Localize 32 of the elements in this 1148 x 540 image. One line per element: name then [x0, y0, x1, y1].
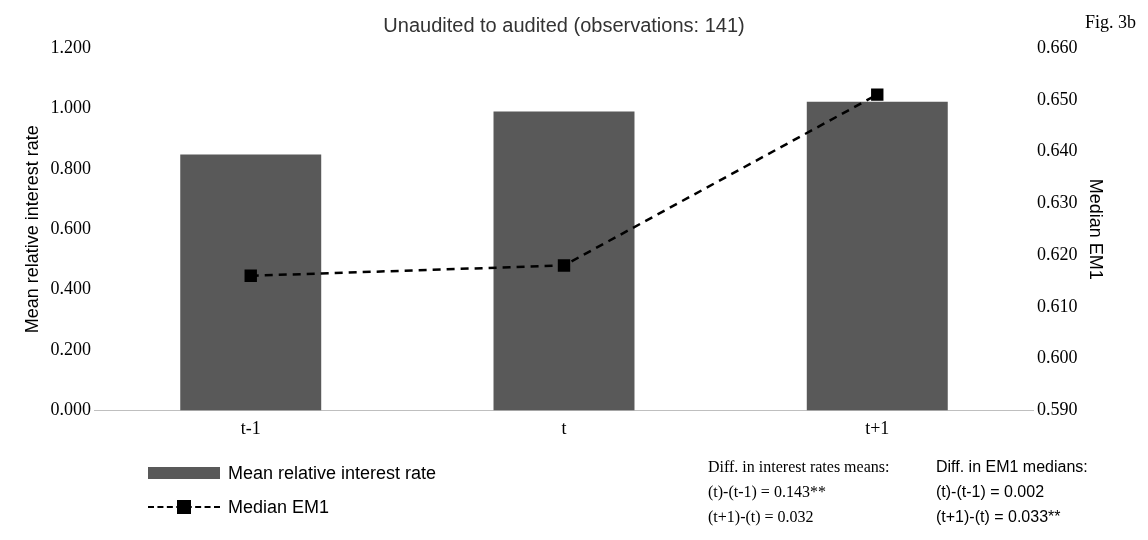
y-tick-label: 0.400: [50, 278, 92, 299]
y-tick-label: 1.200: [50, 36, 92, 57]
legend-label: Median EM1: [228, 496, 330, 518]
y-axis-title: Mean relative interest rate: [21, 125, 42, 334]
point: [244, 269, 257, 282]
y2-tick-label: 0.650: [1036, 88, 1078, 109]
y-tick-label: 0.000: [50, 399, 92, 420]
y2-tick-label: 0.630: [1036, 192, 1078, 213]
text: Diff. in interest rates means: (t)-(t-1) = 0.143** (t+1)-(t) = 0.032: [708, 457, 890, 528]
legend-label: Mean relative interest rate: [228, 462, 437, 484]
text: Diff. in EM1 medians: (t)-(t-1) = 0.002 (t+1)-(t) = 0.033**: [936, 457, 1088, 527]
y2-tick-label: 0.590: [1036, 399, 1078, 420]
x-tick-label: t-1: [240, 417, 261, 438]
x-tick-label: t: [561, 417, 567, 438]
caption: Fig. 3b: [1084, 11, 1136, 32]
y-tick-label: 0.600: [50, 217, 92, 238]
y-tick-label: 0.800: [50, 157, 92, 178]
x-tick-label: t+1: [865, 417, 890, 438]
y2-tick-label: 0.620: [1036, 243, 1078, 264]
chart-title: Unaudited to audited (observations: 141): [383, 13, 745, 36]
point: [557, 259, 571, 272]
bar: [493, 111, 635, 411]
point: [871, 88, 884, 101]
y2-tick-label: 0.600: [1036, 347, 1078, 368]
y-tick-label: 1.000: [50, 97, 92, 118]
y2-tick-label: 0.610: [1036, 295, 1078, 316]
bar: [180, 154, 322, 411]
y2-tick-label: 0.660: [1036, 36, 1078, 57]
y-tick-label: 0.200: [50, 338, 92, 359]
y2-axis-title: Median EM1: [1086, 178, 1107, 280]
bar: [806, 101, 948, 411]
y2-tick-label: 0.640: [1036, 140, 1078, 161]
